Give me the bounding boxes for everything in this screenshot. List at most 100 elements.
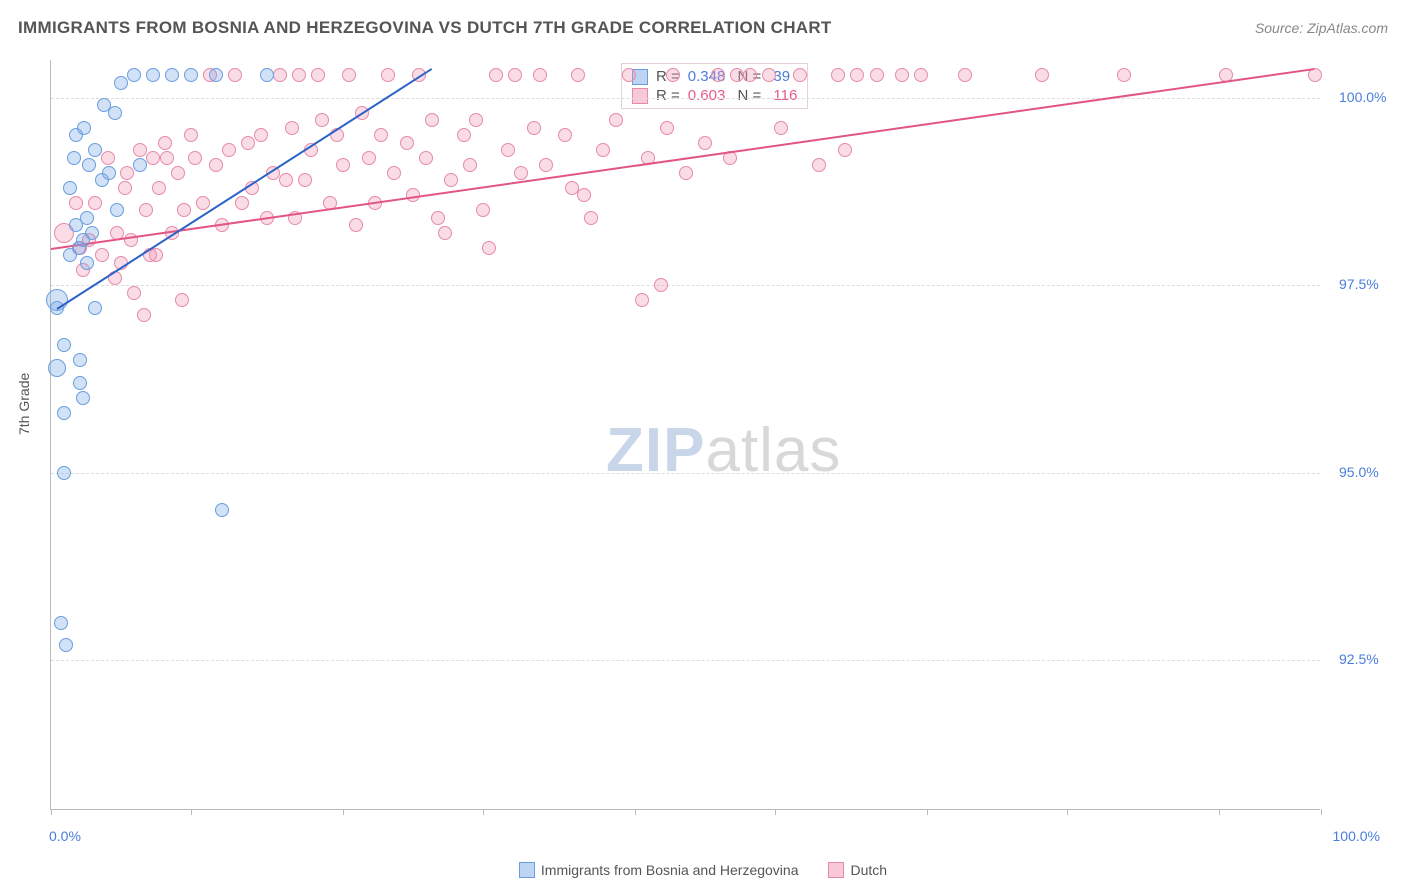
x-tick [51, 809, 52, 815]
dutch-point [577, 188, 591, 202]
dutch-point [88, 196, 102, 210]
dutch-point [254, 128, 268, 142]
dutch-point [565, 181, 579, 195]
dutch-point [812, 158, 826, 172]
gridline [51, 98, 1320, 99]
dutch-point [743, 68, 757, 82]
dutch-point [584, 211, 598, 225]
legend-swatch [519, 862, 535, 878]
dutch-point [342, 68, 356, 82]
dutch-point [419, 151, 433, 165]
bosnia-point [133, 158, 147, 172]
dutch-point [654, 278, 668, 292]
chart-source: Source: ZipAtlas.com [1255, 20, 1388, 36]
dutch-point [196, 196, 210, 210]
x-axis-min-label: 0.0% [49, 828, 81, 844]
dutch-point [793, 68, 807, 82]
dutch-point [958, 68, 972, 82]
dutch-point [349, 218, 363, 232]
bosnia-point [110, 203, 124, 217]
dutch-point [188, 151, 202, 165]
dutch-point [431, 211, 445, 225]
dutch-point [831, 68, 845, 82]
dutch-point [381, 68, 395, 82]
dutch-point [635, 293, 649, 307]
bosnia-point [59, 638, 73, 652]
dutch-point [762, 68, 776, 82]
dutch-point [539, 158, 553, 172]
dutch-point [558, 128, 572, 142]
bosnia-point [80, 211, 94, 225]
dutch-point [711, 68, 725, 82]
dutch-point [120, 166, 134, 180]
dutch-point [527, 121, 541, 135]
stats-swatch [632, 88, 648, 104]
dutch-point [362, 151, 376, 165]
y-tick-label: 95.0% [1339, 464, 1379, 480]
dutch-point [660, 121, 674, 135]
bosnia-point [67, 151, 81, 165]
bosnia-point [209, 68, 223, 82]
dutch-point [698, 136, 712, 150]
bosnia-point [85, 226, 99, 240]
dutch-point [177, 203, 191, 217]
legend-label: Immigrants from Bosnia and Herzegovina [541, 862, 799, 878]
bosnia-point [215, 503, 229, 517]
dutch-point [146, 151, 160, 165]
dutch-point [279, 173, 293, 187]
dutch-point [235, 196, 249, 210]
x-tick [927, 809, 928, 815]
dutch-point [101, 151, 115, 165]
chart-title: IMMIGRANTS FROM BOSNIA AND HERZEGOVINA V… [18, 18, 832, 38]
bosnia-point [77, 121, 91, 135]
dutch-point [895, 68, 909, 82]
bosnia-point [165, 68, 179, 82]
dutch-point [209, 158, 223, 172]
dutch-point [292, 68, 306, 82]
dutch-point [315, 113, 329, 127]
dutch-point [666, 68, 680, 82]
dutch-point [1035, 68, 1049, 82]
dutch-point [469, 113, 483, 127]
bosnia-point [114, 76, 128, 90]
legend: Immigrants from Bosnia and HerzegovinaDu… [0, 862, 1406, 878]
dutch-point [311, 68, 325, 82]
dutch-point [127, 286, 141, 300]
dutch-point [160, 151, 174, 165]
dutch-point [508, 68, 522, 82]
dutch-point [336, 158, 350, 172]
x-tick [1067, 809, 1068, 815]
y-tick-label: 97.5% [1339, 276, 1379, 292]
dutch-point [95, 248, 109, 262]
dutch-point [914, 68, 928, 82]
dutch-point [400, 136, 414, 150]
stats-row: R =0.603 N = 116 [632, 87, 797, 104]
dutch-point [850, 68, 864, 82]
dutch-point [285, 121, 299, 135]
dutch-point [438, 226, 452, 240]
dutch-point [457, 128, 471, 142]
dutch-point [609, 113, 623, 127]
gridline [51, 285, 1320, 286]
bosnia-point [260, 68, 274, 82]
x-tick [635, 809, 636, 815]
bosnia-point [57, 338, 71, 352]
x-tick [191, 809, 192, 815]
dutch-point [514, 166, 528, 180]
bosnia-point [88, 301, 102, 315]
dutch-point [476, 203, 490, 217]
chart-header: IMMIGRANTS FROM BOSNIA AND HERZEGOVINA V… [18, 18, 1388, 38]
bosnia-trendline [57, 68, 433, 310]
bosnia-point [57, 406, 71, 420]
dutch-point [596, 143, 610, 157]
dutch-point [139, 203, 153, 217]
dutch-point [444, 173, 458, 187]
n-label: N = [733, 87, 761, 104]
x-axis-max-label: 100.0% [1333, 828, 1380, 844]
bosnia-point [63, 181, 77, 195]
dutch-point [425, 113, 439, 127]
bosnia-point [146, 68, 160, 82]
bosnia-point [54, 616, 68, 630]
x-tick [1219, 809, 1220, 815]
dutch-point [273, 68, 287, 82]
